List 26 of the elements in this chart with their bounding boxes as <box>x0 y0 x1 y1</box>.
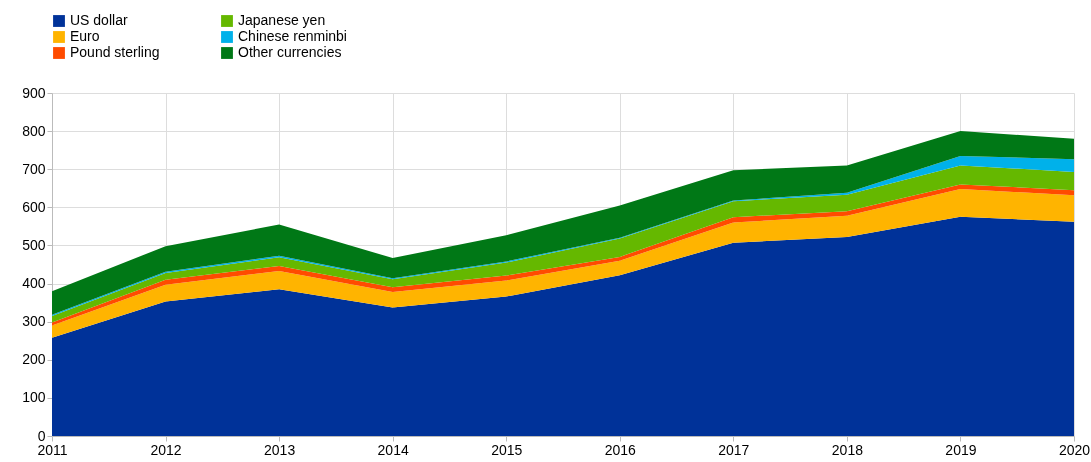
x-tick-label: 2015 <box>491 441 523 458</box>
y-tick-label: 0 <box>37 427 46 444</box>
x-tick-label: 2014 <box>377 441 409 458</box>
y-tick-label: 100 <box>22 389 46 406</box>
legend-label: Euro <box>70 28 100 44</box>
y-tick-label: 400 <box>22 275 46 292</box>
legend-label: Other currencies <box>238 44 342 60</box>
y-tick-label: 500 <box>22 236 46 253</box>
y-tick-label: 700 <box>22 160 46 177</box>
y-tick-label: 300 <box>22 313 46 330</box>
x-tick-label: 2018 <box>831 441 864 458</box>
legend-label: Chinese renminbi <box>238 28 347 44</box>
x-tick-label: 2020 <box>1058 441 1091 458</box>
y-tick-label: 900 <box>22 84 46 101</box>
legend-label: Pound sterling <box>70 44 160 60</box>
x-tick-label: 2016 <box>604 441 637 458</box>
x-tick-label: 2019 <box>945 441 977 458</box>
y-tick-label: 800 <box>22 122 46 139</box>
x-tick-label: 2011 <box>37 441 68 458</box>
y-tick-label: 600 <box>22 198 46 215</box>
legend-label: Japanese yen <box>238 12 326 28</box>
x-tick-label: 2017 <box>718 441 750 458</box>
x-tick-label: 2013 <box>264 441 296 458</box>
y-tick-label: 200 <box>22 351 46 368</box>
legend-label: US dollar <box>70 12 128 28</box>
x-tick-label: 2012 <box>150 441 182 458</box>
